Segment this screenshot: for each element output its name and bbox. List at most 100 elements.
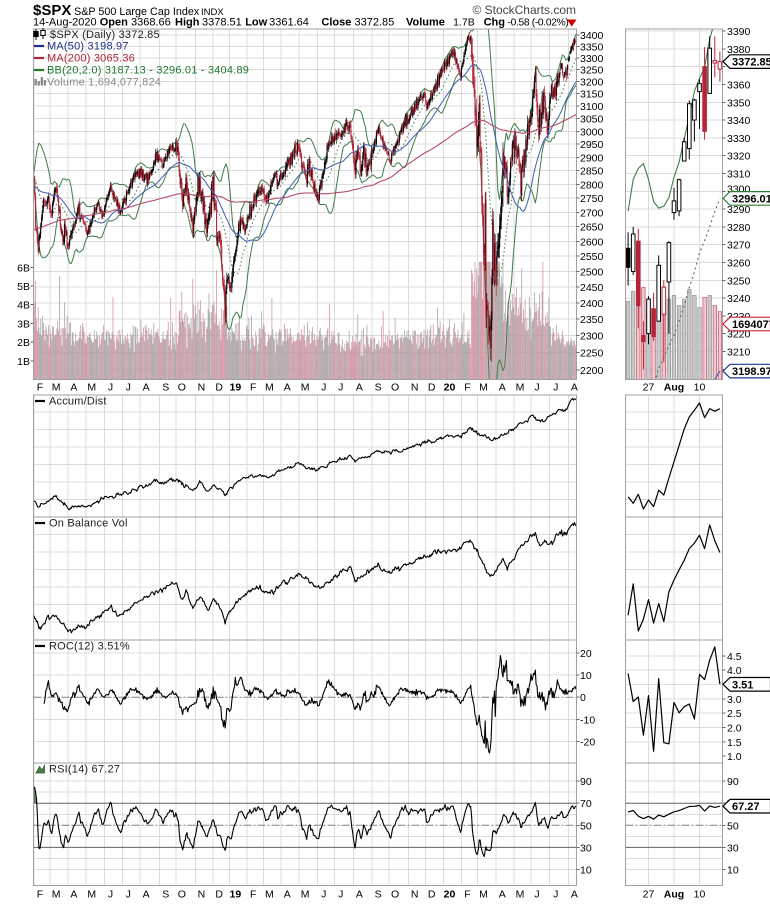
svg-text:A: A xyxy=(571,889,578,901)
svg-text:3290: 3290 xyxy=(727,204,751,216)
svg-text:J: J xyxy=(321,382,326,394)
svg-text:A: A xyxy=(284,382,291,394)
svg-text:A: A xyxy=(143,889,150,901)
svg-text:J: J xyxy=(126,889,131,901)
svg-text:3390: 3390 xyxy=(727,26,751,38)
svg-text:Aug: Aug xyxy=(664,889,684,901)
svg-text:O: O xyxy=(178,382,186,394)
svg-text:5B: 5B xyxy=(17,281,30,293)
svg-text:O: O xyxy=(391,889,399,901)
svg-text:1.0: 1.0 xyxy=(727,751,742,763)
svg-text:M: M xyxy=(479,889,488,901)
svg-text:A: A xyxy=(70,382,77,394)
svg-text:J: J xyxy=(108,889,113,901)
svg-text:1.5: 1.5 xyxy=(727,737,742,749)
svg-text:Aug: Aug xyxy=(664,382,684,394)
svg-text:N: N xyxy=(411,889,419,901)
svg-text:3361.64: 3361.64 xyxy=(269,17,309,29)
svg-text:3210: 3210 xyxy=(727,347,751,359)
svg-text:10: 10 xyxy=(694,382,706,394)
svg-text:27: 27 xyxy=(643,382,655,394)
svg-text:3198.97: 3198.97 xyxy=(732,366,770,378)
svg-text:Accum/Dist: Accum/Dist xyxy=(49,396,107,408)
svg-text:BB(20,2.0) 3187.13 - 3296.01 -: BB(20,2.0) 3187.13 - 3296.01 - 3404.89 xyxy=(47,65,249,77)
svg-text:3320: 3320 xyxy=(727,151,751,163)
svg-text:3330: 3330 xyxy=(727,133,751,145)
svg-text:1.7B: 1.7B xyxy=(453,17,475,29)
svg-text:19: 19 xyxy=(230,889,242,901)
svg-text:J: J xyxy=(553,889,558,901)
svg-text:Low: Low xyxy=(245,17,267,29)
svg-text:F: F xyxy=(464,382,470,394)
svg-text:-20: -20 xyxy=(580,737,595,749)
svg-text:D: D xyxy=(215,382,223,394)
svg-text:J: J xyxy=(126,382,131,394)
svg-text:2250: 2250 xyxy=(580,348,604,360)
svg-text:On Balance Vol: On Balance Vol xyxy=(49,518,128,530)
svg-text:4B: 4B xyxy=(17,300,30,312)
svg-text:D: D xyxy=(215,889,223,901)
svg-text:S&P 500 Large Cap Index: S&P 500 Large Cap Index xyxy=(74,6,200,18)
svg-text:2.5: 2.5 xyxy=(727,708,742,720)
svg-text:Open: Open xyxy=(100,17,128,29)
svg-text:20: 20 xyxy=(580,648,592,660)
svg-text:3250: 3250 xyxy=(580,65,604,77)
svg-text:F: F xyxy=(250,382,256,394)
svg-text:3200: 3200 xyxy=(580,77,604,89)
svg-text:0: 0 xyxy=(580,692,586,704)
svg-text:3000: 3000 xyxy=(580,126,604,138)
svg-text:3260: 3260 xyxy=(727,258,751,270)
svg-text:3380: 3380 xyxy=(727,44,751,56)
svg-text:3296.01: 3296.01 xyxy=(732,193,770,205)
svg-text:3280: 3280 xyxy=(727,222,751,234)
svg-text:M: M xyxy=(301,382,310,394)
svg-text:2550: 2550 xyxy=(580,251,604,263)
svg-text:Chg: Chg xyxy=(484,17,505,29)
svg-text:3340: 3340 xyxy=(727,115,751,127)
svg-text:3350: 3350 xyxy=(727,97,751,109)
svg-text:2400: 2400 xyxy=(580,298,604,310)
svg-text:A: A xyxy=(70,889,77,901)
svg-text:3400: 3400 xyxy=(580,30,604,42)
svg-text:Volume 1,694,077,824: Volume 1,694,077,824 xyxy=(47,77,161,89)
svg-text:M: M xyxy=(516,382,525,394)
svg-text:N: N xyxy=(198,382,206,394)
svg-text:A: A xyxy=(571,382,578,394)
svg-text:F: F xyxy=(37,889,43,901)
svg-text:10: 10 xyxy=(694,889,706,901)
svg-text:J: J xyxy=(534,382,539,394)
svg-text:3372.85: 3372.85 xyxy=(355,17,395,29)
svg-text:A: A xyxy=(499,382,506,394)
svg-text:3100: 3100 xyxy=(580,101,604,113)
svg-text:N: N xyxy=(411,382,419,394)
svg-text:3240: 3240 xyxy=(727,293,751,305)
svg-text:20: 20 xyxy=(444,889,456,901)
svg-text:2350: 2350 xyxy=(580,314,604,326)
svg-text:3368.66: 3368.66 xyxy=(131,17,171,29)
svg-text:3270: 3270 xyxy=(727,240,751,252)
svg-text:J: J xyxy=(321,889,326,901)
svg-text:4.5: 4.5 xyxy=(727,651,742,663)
svg-text:A: A xyxy=(356,382,363,394)
svg-text:INDX: INDX xyxy=(201,7,224,18)
svg-text:3B: 3B xyxy=(17,318,30,330)
svg-text:30: 30 xyxy=(727,842,739,854)
svg-text:3300: 3300 xyxy=(580,53,604,65)
svg-text:3150: 3150 xyxy=(580,89,604,101)
svg-text:D: D xyxy=(428,889,436,901)
svg-text:S: S xyxy=(162,889,169,901)
svg-text:2.0: 2.0 xyxy=(727,723,742,735)
svg-text:A: A xyxy=(143,382,150,394)
svg-text:M: M xyxy=(87,889,96,901)
svg-text:O: O xyxy=(391,382,399,394)
svg-text:2500: 2500 xyxy=(580,267,604,279)
svg-text:6B: 6B xyxy=(17,262,30,274)
svg-text:$SPX (Daily) 3372.85: $SPX (Daily) 3372.85 xyxy=(50,29,160,41)
svg-text:A: A xyxy=(356,889,363,901)
svg-text:14-Aug-2020: 14-Aug-2020 xyxy=(33,17,97,29)
svg-text:3.51: 3.51 xyxy=(732,679,753,691)
svg-text:2300: 2300 xyxy=(580,331,604,343)
svg-text:MA(200) 3065.36: MA(200) 3065.36 xyxy=(47,53,135,65)
svg-text:F: F xyxy=(250,889,256,901)
svg-text:90: 90 xyxy=(580,776,592,788)
